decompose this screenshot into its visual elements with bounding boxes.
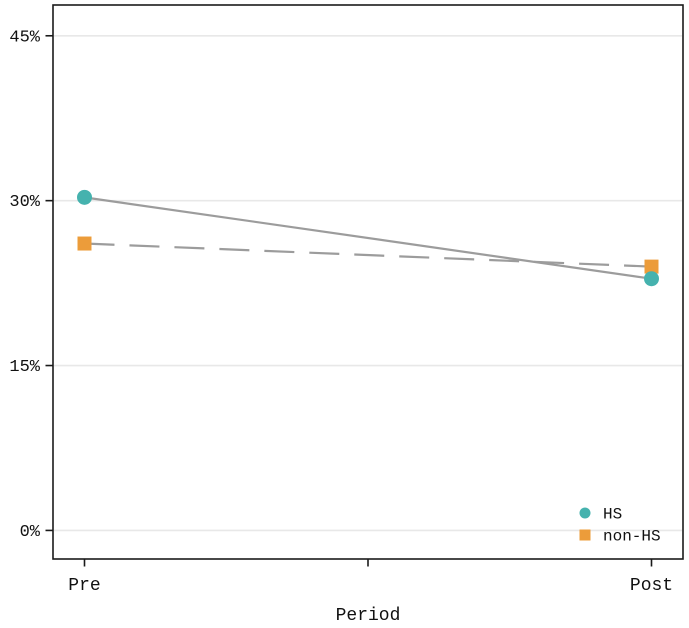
x-axis: Pre Post	[68, 559, 673, 596]
plot-border	[52, 4, 684, 560]
x-tick-label: Post	[630, 576, 673, 596]
y-tick-label: 30%	[9, 193, 40, 212]
y-axis: 0% 15% 30% 45%	[9, 28, 53, 542]
marker-non-HS	[644, 259, 659, 274]
legend: HS non-HS	[579, 506, 661, 546]
legend-label-non-HS: non-HS	[603, 528, 661, 546]
series-line-non-HS	[84, 242, 652, 268]
marker-HS	[644, 271, 659, 287]
y-tick-label: 45%	[9, 28, 40, 47]
x-axis-title: Period	[336, 606, 401, 626]
y-tick-label: 15%	[9, 358, 40, 377]
marker-non-HS	[77, 236, 92, 251]
series-lines	[84, 196, 652, 280]
legend-marker-non-HS	[579, 529, 591, 541]
y-tick-label: 0%	[20, 523, 41, 542]
series-line-HS	[84, 196, 652, 280]
legend-label-HS: HS	[603, 506, 622, 524]
marker-HS	[77, 189, 92, 205]
x-tick-label: Pre	[68, 576, 100, 596]
data-markers	[77, 189, 659, 287]
gridlines	[54, 34, 682, 532]
legend-marker-HS	[579, 507, 591, 519]
